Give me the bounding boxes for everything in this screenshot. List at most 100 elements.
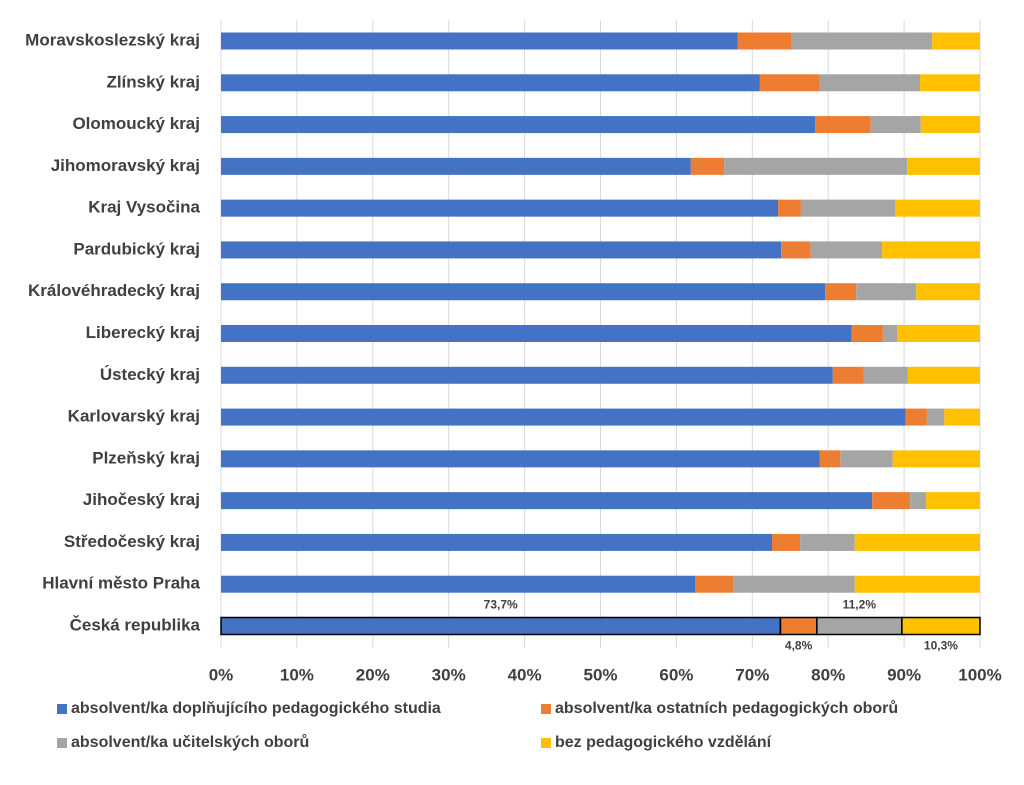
- bar-segment: [221, 617, 781, 635]
- bar-segment: [733, 575, 855, 593]
- bar-segment: [907, 157, 980, 175]
- data-label: 11,2%: [843, 598, 877, 612]
- bar-segment: [221, 74, 760, 92]
- category-label: Jihočeský kraj: [83, 490, 200, 509]
- x-tick-label: 20%: [356, 665, 390, 684]
- labels: 0% 10% 20% 30% 40% 50% 60% 70% 80% 90% 100% Moravsk…: [25, 30, 1002, 684]
- bar-segment: [920, 116, 980, 134]
- bar-segment: [781, 241, 811, 259]
- x-tick-label: 40%: [508, 665, 542, 684]
- bar-segment: [892, 450, 980, 468]
- data-label: 4,8%: [785, 639, 813, 653]
- bar-segment: [920, 74, 980, 92]
- data-label: 10,3%: [924, 639, 958, 653]
- category-label: Středočeský kraj: [64, 532, 200, 551]
- bars: [220, 32, 981, 636]
- legend: absolvent/ka doplňujícího pedagogického …: [57, 700, 898, 751]
- bar-segment: [819, 450, 841, 468]
- bar-segment: [819, 74, 921, 92]
- category-label: Olomoucký kraj: [72, 114, 200, 133]
- bar-segment: [221, 492, 873, 510]
- bar-segment: [810, 241, 883, 259]
- category-label: Moravskoslezský kraj: [25, 30, 200, 49]
- bar-segment: [816, 617, 902, 635]
- bar-segment: [907, 366, 980, 384]
- bar-segment: [905, 408, 927, 426]
- bar-segment: [778, 199, 801, 217]
- category-label: Karlovarský kraj: [68, 407, 200, 426]
- category-label: Hlavní město Praha: [42, 574, 200, 593]
- bar-segment: [932, 32, 980, 50]
- x-tick-label: 80%: [811, 665, 845, 684]
- x-tick-label: 60%: [659, 665, 693, 684]
- bar-segment: [780, 617, 817, 635]
- bar-segment: [872, 492, 911, 510]
- legend-swatch: [541, 738, 551, 748]
- bar-segment: [926, 492, 980, 510]
- bar-segment: [695, 575, 734, 593]
- bar-segment: [825, 283, 857, 301]
- bar-segment: [759, 74, 820, 92]
- bar-segment: [944, 408, 980, 426]
- x-tick-label: 100%: [958, 665, 1001, 684]
- x-tick-label: 90%: [887, 665, 921, 684]
- category-label: Ústecký kraj: [100, 365, 200, 384]
- legend-swatch: [541, 704, 551, 714]
- bar-segment: [724, 157, 908, 175]
- category-label: Jihomoravský kraj: [51, 156, 200, 175]
- bar-segment: [854, 575, 980, 593]
- bar-segment: [221, 116, 816, 134]
- bar-segment: [894, 199, 980, 217]
- category-label: Pardubický kraj: [73, 239, 200, 258]
- legend-swatch: [57, 704, 67, 714]
- bar-segment: [926, 408, 945, 426]
- bar-segment: [882, 241, 980, 259]
- bar-segment: [221, 533, 773, 551]
- bar-segment: [221, 450, 820, 468]
- legend-label: absolvent/ka ostatních pedagogických obo…: [555, 700, 898, 717]
- legend-swatch: [57, 738, 67, 748]
- category-label: Plzeňský kraj: [92, 448, 200, 467]
- bar-segment: [863, 366, 908, 384]
- x-tick-label: 50%: [583, 665, 617, 684]
- bar-segment: [221, 366, 833, 384]
- data-label: 73,7%: [484, 598, 518, 612]
- legend-label: absolvent/ka učitelských oborů: [71, 734, 309, 751]
- bar-segment: [791, 32, 933, 50]
- bar-segment: [221, 241, 782, 259]
- bar-segment: [221, 32, 738, 50]
- category-label: Královéhradecký kraj: [28, 281, 200, 300]
- category-label: Liberecký kraj: [86, 323, 200, 342]
- bar-segment: [737, 32, 792, 50]
- x-tick-label: 10%: [280, 665, 314, 684]
- bar-segment: [854, 533, 980, 551]
- bar-segment: [221, 283, 826, 301]
- bar-segment: [832, 366, 864, 384]
- bar-segment: [815, 116, 871, 134]
- category-label: Kraj Vysočina: [88, 198, 200, 217]
- bar-segment: [856, 283, 917, 301]
- x-tick-label: 0%: [209, 665, 234, 684]
- bar-segment: [901, 617, 980, 635]
- bar-segment: [851, 325, 883, 342]
- bar-segment: [897, 325, 980, 342]
- bar-segment: [910, 492, 927, 510]
- bar-segment: [690, 157, 725, 175]
- x-tick-label: 70%: [735, 665, 769, 684]
- bar-segment: [772, 533, 801, 551]
- category-label: Zlínský kraj: [106, 72, 200, 91]
- bar-segment: [916, 283, 980, 301]
- legend-label: bez pedagogického vzdělání: [555, 734, 772, 751]
- bar-segment: [800, 199, 895, 217]
- bar-segment: [800, 533, 855, 551]
- bar-segment: [882, 325, 898, 342]
- bar-segment: [840, 450, 893, 468]
- bar-segment: [221, 157, 691, 175]
- bar-segment: [221, 199, 779, 217]
- bar-segment: [221, 325, 852, 342]
- legend-label: absolvent/ka doplňujícího pedagogického …: [71, 700, 441, 717]
- bar-segment: [870, 116, 921, 134]
- bar-outline: [901, 616, 981, 636]
- bar-segment: [221, 408, 906, 426]
